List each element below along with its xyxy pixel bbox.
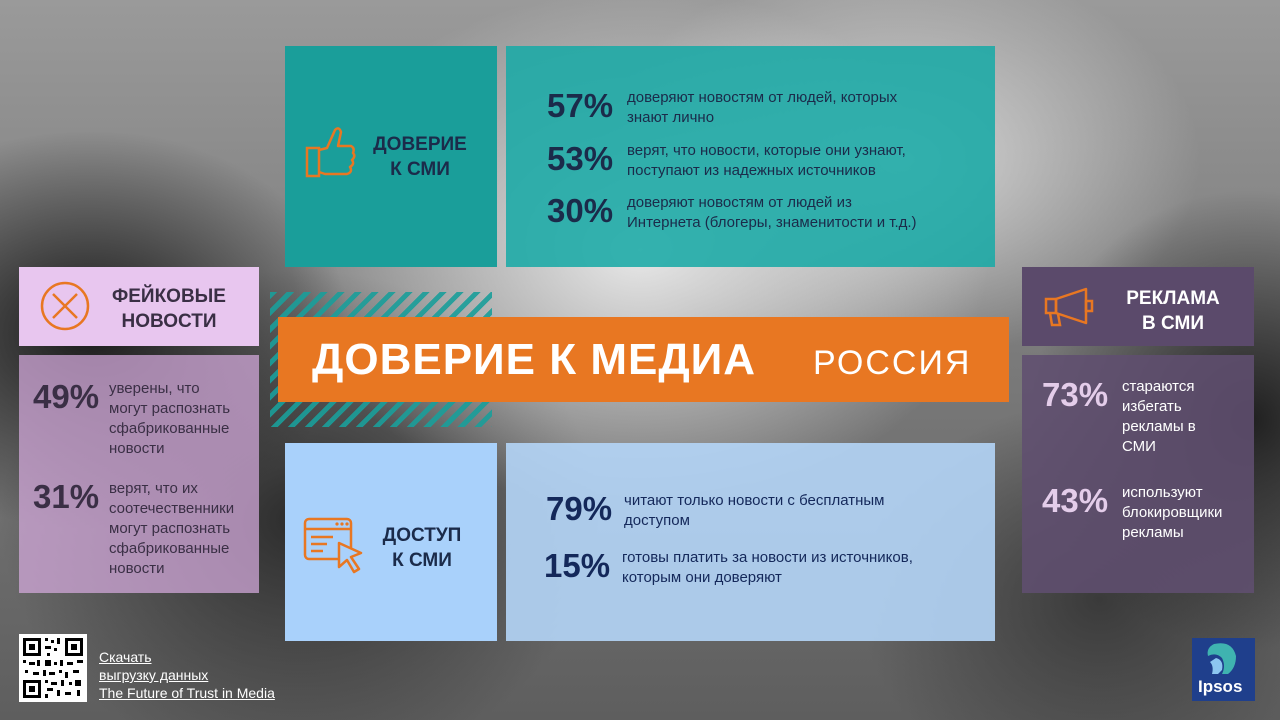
stat-line: могут распознать [109,400,231,417]
stat-line: соотечественники [109,500,235,517]
fake-stat-1: 49% уверены, что могут распознать сфабри… [33,379,230,459]
ads-label-line2: В СМИ [1142,313,1204,334]
stat-line: Интернета (блогеры, знаменитости и т.д.) [627,214,917,231]
trust-label-line1: ДОВЕРИЕ [373,134,467,155]
stat-line: доверяют новостям от людей из [627,194,852,211]
ads-stat-1: 73% стараются избегать рекламы в СМИ [1042,377,1196,457]
stat-line: поступают из надежных источников [627,162,876,179]
stat-line: готовы платить за новости из источников, [622,549,913,566]
stat-description: готовы платить за новости из источников,… [622,548,913,588]
qr-code[interactable] [19,634,87,702]
stat-percent: 53% [547,140,614,177]
stat-line: доступом [624,512,690,529]
trust-label-line2: К СМИ [390,159,450,180]
megaphone-icon [1044,287,1094,327]
access-label: ДОСТУП К СМИ [367,523,477,573]
stat-line: стараются [1122,378,1195,395]
stat-line: рекламы [1122,524,1184,541]
stat-line: знают лично [627,109,715,126]
ads-stats-panel: 73% стараются избегать рекламы в СМИ 43%… [1022,355,1254,593]
page-subtitle: РОССИЯ [813,344,972,382]
ipsos-logo: Ipsos [1192,638,1255,701]
access-label-line1: ДОСТУП [382,525,462,546]
trust-label-panel: ДОВЕРИЕ К СМИ [285,46,497,267]
logo-emblem-icon [1207,643,1236,674]
stat-line: используют [1122,484,1203,501]
stat-line: верят, что новости, которые они узнают, [627,142,906,159]
stat-line: сфабрикованные [109,540,230,557]
stat-description: стараются избегать рекламы в СМИ [1122,377,1196,457]
access-label-panel: ДОСТУП К СМИ [285,443,497,641]
stat-percent: 57% [547,87,614,124]
access-stat-1: 79% читают только новости с бесплатным д… [546,491,884,531]
stat-description: читают только новости с бесплатным досту… [624,491,884,531]
stat-line: уверены, что [109,380,200,397]
thumbs-up-icon [305,127,356,178]
stat-percent: 49% [33,378,100,415]
stat-line: избегать [1122,398,1182,415]
stat-line: рекламы в [1122,418,1196,435]
trust-stat-1: 57% доверяют новостям от людей, которых … [547,88,897,128]
circle-x-icon [40,281,90,331]
fake-label-line2: НОВОСТИ [121,311,217,332]
stat-description: доверяют новостям от людей, которых знаю… [627,88,897,128]
stat-line: читают только новости с бесплатным [624,492,885,509]
logo-text: Ipsos [1198,677,1243,696]
stat-description: доверяют новостям от людей из Интернета … [627,193,917,233]
link-line[interactable]: Скачать [99,649,152,665]
link-line[interactable]: The Future of Trust in Media [99,685,275,701]
ads-label-line1: РЕКЛАМА [1126,288,1220,309]
page-title: ДОВЕРИЕ К МЕДИА [312,335,757,384]
fake-stat-2: 31% верят, что их соотечественники могут… [33,479,234,579]
fake-news-label-panel: ФЕЙКОВЫЕ НОВОСТИ [19,267,259,346]
download-data-link[interactable]: Скачать выгрузку данных The Future of Tr… [99,648,275,702]
ads-label: РЕКЛАМА В СМИ [1108,286,1238,336]
stat-line: верят, что их [109,480,198,497]
stat-line: новости [109,560,165,577]
stat-line: новости [109,440,165,457]
stat-description: используют блокировщики рекламы [1122,483,1222,543]
title-banner: ДОВЕРИЕ К МЕДИА РОССИЯ [278,317,1009,402]
stat-percent: 43% [1042,482,1109,519]
stat-line: доверяют новостям от людей, которых [627,89,898,106]
qr-code-image [23,638,83,698]
fake-news-label: ФЕЙКОВЫЕ НОВОСТИ [99,284,239,334]
trust-label: ДОВЕРИЕ К СМИ [363,132,477,182]
stat-line: блокировщики [1122,504,1223,521]
stat-line: СМИ [1122,438,1156,455]
ads-stat-2: 43% используют блокировщики рекламы [1042,483,1222,543]
stat-description: уверены, что могут распознать сфабрикова… [109,379,230,459]
link-line[interactable]: выгрузку данных [99,667,209,683]
stat-percent: 15% [544,547,611,584]
stat-percent: 30% [547,192,614,229]
access-label-line2: К СМИ [392,550,452,571]
trust-stat-2: 53% верят, что новости, которые они узна… [547,141,906,181]
stat-percent: 73% [1042,376,1109,413]
trust-stats-panel: 57% доверяют новостям от людей, которых … [506,46,995,267]
fake-label-line1: ФЕЙКОВЫЕ [112,286,226,307]
stat-line: сфабрикованные [109,420,230,437]
stat-line: могут распознать [109,520,231,537]
stat-description: верят, что их соотечественники могут рас… [109,479,234,579]
stat-description: верят, что новости, которые они узнают, … [627,141,906,181]
access-stat-2: 15% готовы платить за новости из источни… [544,548,913,588]
stat-line: которым они доверяют [622,569,782,586]
access-stats-panel: 79% читают только новости с бесплатным д… [506,443,995,641]
stat-percent: 79% [546,490,613,527]
fake-news-stats-panel: 49% уверены, что могут распознать сфабри… [19,355,259,593]
stat-percent: 31% [33,478,100,515]
browser-cursor-icon [303,517,363,574]
trust-stat-3: 30% доверяют новостям от людей из Интерн… [547,193,917,233]
ads-label-panel: РЕКЛАМА В СМИ [1022,267,1254,346]
